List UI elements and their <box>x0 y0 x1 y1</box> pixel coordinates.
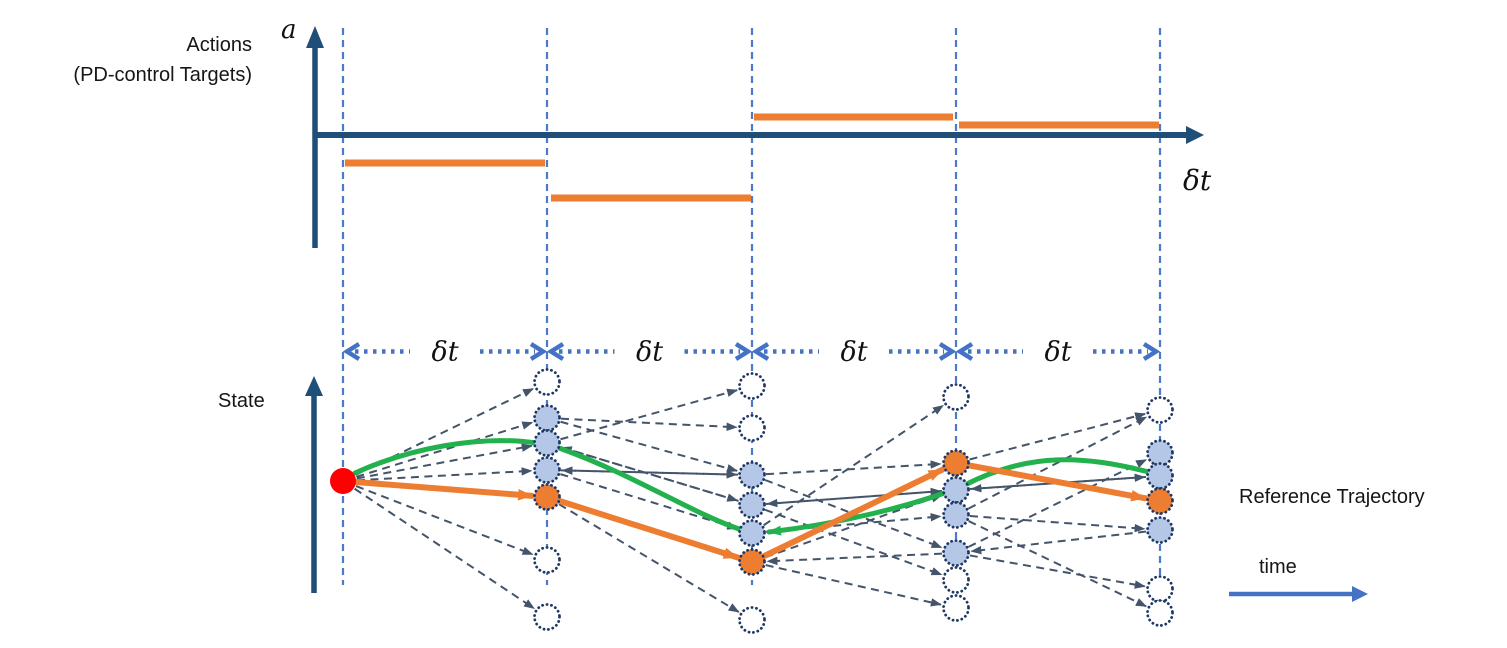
empty-state-node <box>1146 396 1174 424</box>
transition-arrow <box>765 487 942 505</box>
time-arrow-label: time <box>1259 556 1297 578</box>
start-state-node <box>330 468 356 494</box>
transition-arrow <box>561 466 739 476</box>
empty-state-node <box>533 603 561 631</box>
transition-arrow <box>356 443 533 480</box>
transition-arrow <box>766 552 943 566</box>
dt-right-arrow-icon <box>734 342 753 361</box>
transition-arrow <box>765 460 942 476</box>
transition-arrow <box>766 490 943 508</box>
action-segment <box>551 194 751 202</box>
action-segment <box>345 159 545 167</box>
a-axis-symbol: a <box>281 15 297 45</box>
action-segment <box>959 121 1159 129</box>
transition-arrow <box>354 487 535 610</box>
blue-state-node <box>533 456 561 484</box>
dt-interval: δt <box>751 337 957 368</box>
transition-arrow <box>560 420 739 473</box>
empty-state-node <box>738 606 766 634</box>
blue-state-node <box>738 461 766 489</box>
dt-interval-label: δt <box>1044 337 1071 368</box>
green-trajectory-segment <box>352 438 539 476</box>
transition-arrow <box>969 554 1146 589</box>
actions-axis-label-line2: (PD-control Targets) <box>73 64 252 86</box>
dt-interval-label: δt <box>431 337 458 368</box>
transition-arrow <box>558 503 740 613</box>
empty-state-node <box>1146 575 1174 603</box>
empty-state-node <box>533 368 561 396</box>
blue-state-node <box>1146 439 1174 467</box>
blue-state-node <box>533 429 561 457</box>
blue-state-node <box>942 539 970 567</box>
transition-arrow <box>560 417 738 432</box>
dt-time-axis-label: δt <box>1183 164 1212 197</box>
orange-state-node <box>942 449 970 477</box>
dt-right-arrow-icon <box>938 342 957 361</box>
empty-state-node <box>1146 599 1174 627</box>
dt-interval-label: δt <box>840 337 867 368</box>
state-axis-arrowhead <box>305 376 323 396</box>
transition-arrow <box>967 416 1148 510</box>
state-axis-label: State <box>218 390 265 412</box>
blue-state-node <box>533 404 561 432</box>
time-legend-arrowhead <box>1352 586 1368 602</box>
transition-arrow <box>968 520 1147 608</box>
actions-axis-label: Actions (PD-control Targets) <box>0 33 252 88</box>
dt-left-arrow-icon <box>751 342 770 361</box>
transition-arrow <box>969 515 1146 533</box>
actions-axis-label-line1: Actions <box>186 34 252 56</box>
empty-state-node <box>942 594 970 622</box>
transition-arrow <box>355 485 534 556</box>
dt-left-arrow-icon <box>342 342 361 361</box>
blue-state-node <box>1146 462 1174 490</box>
transition-arrow <box>968 458 1147 548</box>
blue-state-node <box>738 519 766 547</box>
transition-arrow <box>764 479 943 549</box>
transition-arrow <box>560 473 739 530</box>
transition-arrow <box>356 421 534 478</box>
blue-state-node <box>738 491 766 519</box>
a-axis-arrowhead <box>306 26 324 48</box>
dt-interval-label: δt <box>636 337 663 368</box>
orange-trajectory-segment <box>347 478 536 501</box>
dt-interval: δt <box>342 337 548 368</box>
dt-left-arrow-icon <box>546 342 565 361</box>
orange-state-node <box>738 548 766 576</box>
time-axis-arrowhead <box>1186 126 1204 144</box>
empty-state-node <box>738 414 766 442</box>
empty-state-node <box>738 372 766 400</box>
orange-state-node <box>533 483 561 511</box>
transition-arrow <box>970 530 1147 555</box>
transition-arrow <box>969 412 1146 461</box>
blue-state-node <box>1146 516 1174 544</box>
empty-state-node <box>942 383 970 411</box>
orange-trajectory-segment <box>756 466 946 562</box>
dt-interval: δt <box>546 337 753 368</box>
orange-trajectory-segment <box>551 496 741 561</box>
transition-arrow <box>764 508 943 576</box>
transition-arrow <box>765 564 942 607</box>
transition-arrow <box>763 404 944 527</box>
blue-state-node <box>942 501 970 529</box>
dt-right-arrow-icon <box>1142 342 1161 361</box>
transition-arrow <box>560 469 738 479</box>
orange-state-node <box>1146 487 1174 515</box>
empty-state-node <box>533 546 561 574</box>
dt-right-arrow-icon <box>529 342 548 361</box>
transition-arrow <box>560 446 739 502</box>
orange-trajectory-segment <box>960 461 1149 502</box>
reference-trajectory-label: Reference Trajectory <box>1239 486 1425 508</box>
green-trajectory-segment <box>556 445 742 532</box>
transition-arrow <box>560 388 739 441</box>
blue-state-node <box>942 476 970 504</box>
dt-interval: δt <box>955 337 1161 368</box>
empty-state-node <box>942 566 970 594</box>
dt-left-arrow-icon <box>955 342 974 361</box>
action-segment <box>754 113 953 121</box>
transition-arrow <box>356 467 533 482</box>
